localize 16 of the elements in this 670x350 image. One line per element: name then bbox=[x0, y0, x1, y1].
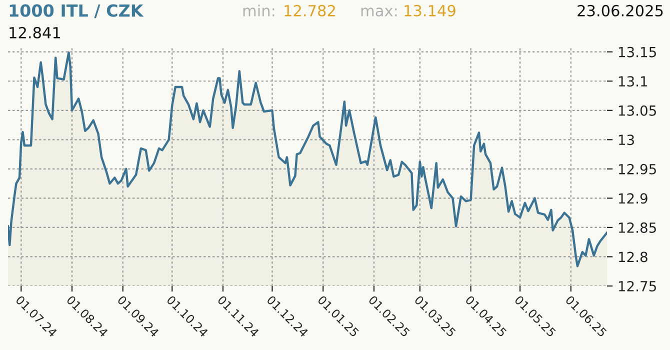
text: min: bbox=[243, 4, 274, 16]
y-tick-label: 13.1 bbox=[618, 76, 648, 87]
chart-title: 1000 ITL / CZK bbox=[10, 4, 144, 18]
y-tick-label: 12.95 bbox=[618, 164, 656, 174]
text: 23.06.2025 bbox=[578, 4, 663, 16]
text: 12.782 bbox=[284, 4, 335, 16]
y-tick-label: 12.8 bbox=[618, 252, 648, 262]
text: max: bbox=[361, 8, 397, 16]
y-tick-label: 12.9 bbox=[618, 193, 648, 204]
y-tick-label: 13 bbox=[618, 134, 634, 146]
y-tick-label: 13.05 bbox=[618, 105, 656, 116]
text: 12.841 bbox=[10, 26, 60, 38]
y-tick-label: 13.15 bbox=[618, 46, 656, 58]
y-tick-label: 12.75 bbox=[618, 280, 656, 292]
text: 13.149 bbox=[404, 4, 456, 16]
y-tick-label: 12.85 bbox=[618, 222, 656, 233]
